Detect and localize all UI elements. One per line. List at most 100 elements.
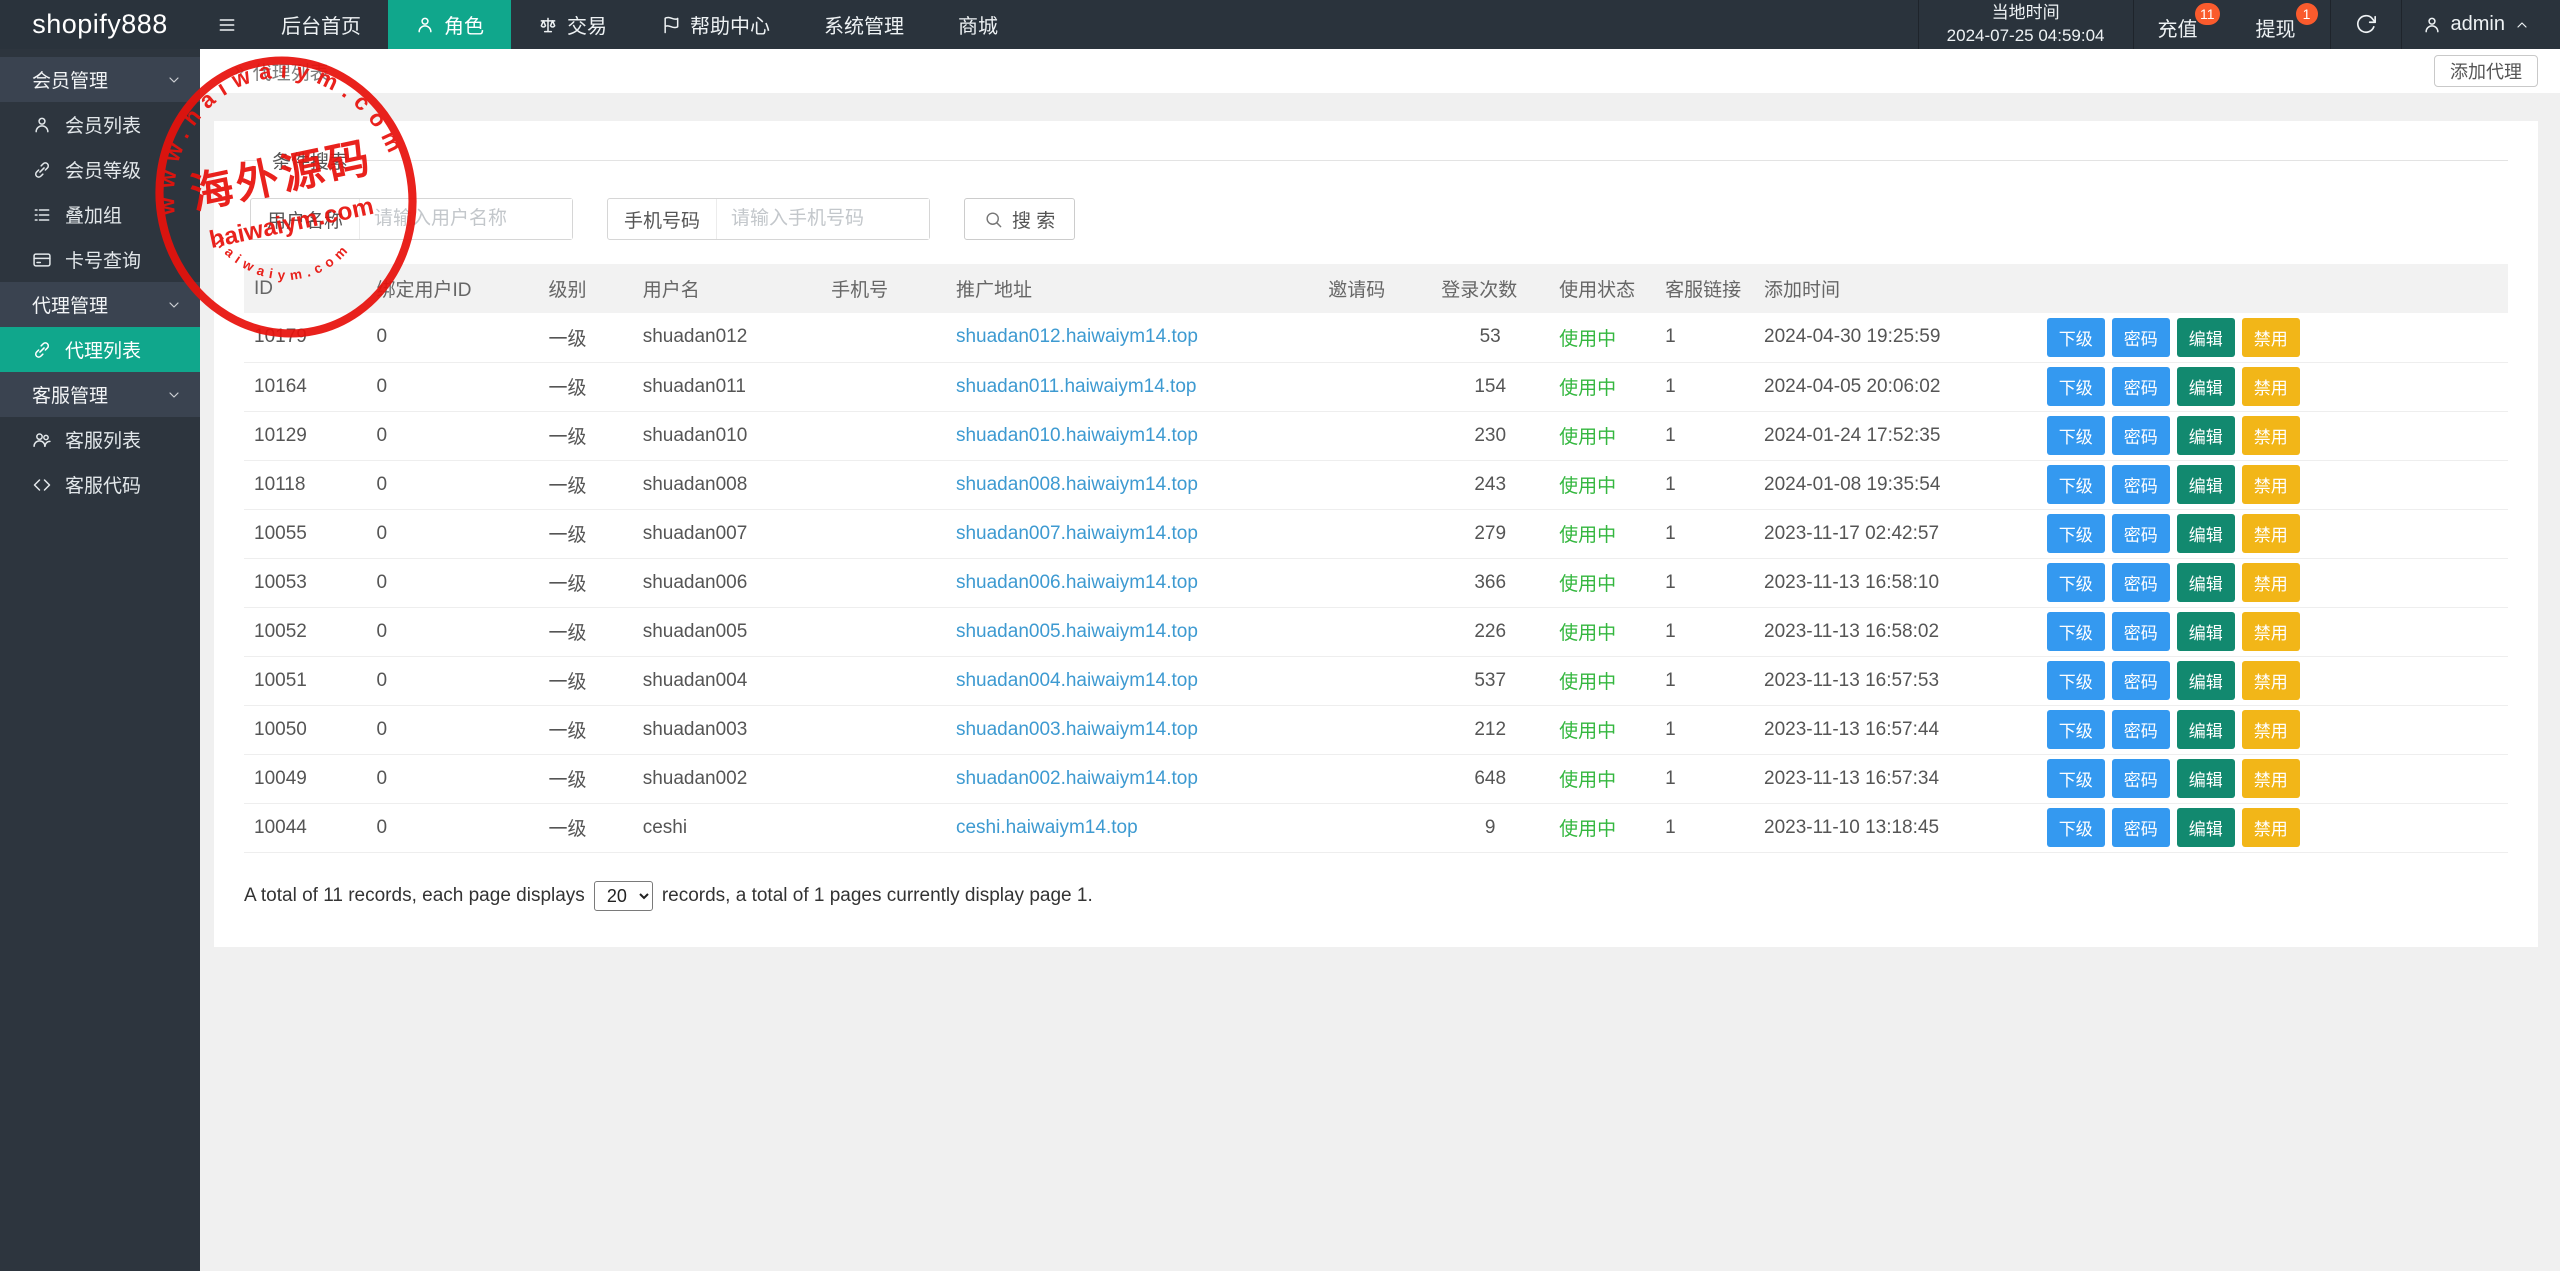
action-button-下级[interactable]: 下级: [2046, 514, 2105, 553]
username-input[interactable]: [360, 199, 573, 239]
recharge-button[interactable]: 充值 11: [2134, 0, 2232, 49]
cell-phone: [821, 509, 946, 559]
action-button-编辑[interactable]: 编辑: [2176, 808, 2235, 847]
sidebar-item-会员等级[interactable]: 会员等级: [0, 147, 200, 192]
action-button-禁用[interactable]: 禁用: [2241, 612, 2300, 651]
action-button-密码[interactable]: 密码: [2111, 514, 2170, 553]
action-button-密码[interactable]: 密码: [2111, 367, 2170, 406]
action-button-密码[interactable]: 密码: [2111, 808, 2170, 847]
sidebar-item-叠加组[interactable]: 叠加组: [0, 192, 200, 237]
action-button-下级[interactable]: 下级: [2046, 416, 2105, 455]
cell-service_link: 1: [1655, 313, 1755, 363]
action-button-编辑[interactable]: 编辑: [2176, 612, 2235, 651]
nav-item-交易[interactable]: 交易: [511, 0, 634, 49]
sidebar-item-客服代码[interactable]: 客服代码: [0, 462, 200, 507]
action-button-下级[interactable]: 下级: [2046, 367, 2105, 406]
sidebar-item-代理列表[interactable]: 代理列表: [0, 327, 200, 372]
action-button-密码[interactable]: 密码: [2111, 612, 2170, 651]
action-button-编辑[interactable]: 编辑: [2176, 563, 2235, 602]
promo-url-link[interactable]: shuadan012.haiwaiym14.top: [955, 326, 1198, 348]
action-button-编辑[interactable]: 编辑: [2176, 317, 2235, 357]
cell-promo_url: shuadan007.haiwaiym14.top: [945, 509, 1319, 559]
sidebar-section-会员管理[interactable]: 会员管理: [0, 57, 200, 102]
withdraw-button[interactable]: 提现 1: [2232, 0, 2330, 49]
add-agent-button[interactable]: 添加代理: [2434, 55, 2538, 87]
action-button-禁用[interactable]: 禁用: [2241, 416, 2300, 455]
action-button-禁用[interactable]: 禁用: [2241, 710, 2300, 749]
action-button-编辑[interactable]: 编辑: [2176, 416, 2235, 455]
status-text: 使用中: [1559, 427, 1617, 448]
action-button-编辑[interactable]: 编辑: [2176, 465, 2235, 504]
status-text: 使用中: [1559, 721, 1617, 742]
nav-item-角色[interactable]: 角色: [388, 0, 511, 49]
promo-url-link[interactable]: shuadan006.haiwaiym14.top: [955, 571, 1198, 593]
action-button-下级[interactable]: 下级: [2046, 808, 2105, 847]
action-button-编辑[interactable]: 编辑: [2176, 661, 2235, 700]
action-button-编辑[interactable]: 编辑: [2176, 710, 2235, 749]
action-button-禁用[interactable]: 禁用: [2241, 759, 2300, 798]
action-button-密码[interactable]: 密码: [2111, 416, 2170, 455]
action-button-下级[interactable]: 下级: [2046, 317, 2105, 357]
sidebar-item-卡号查询[interactable]: 卡号查询: [0, 237, 200, 282]
action-button-禁用[interactable]: 禁用: [2241, 563, 2300, 602]
action-button-密码[interactable]: 密码: [2111, 759, 2170, 798]
promo-url-link[interactable]: shuadan011.haiwaiym14.top: [955, 375, 1197, 397]
cell-bind_user_id: 0: [366, 460, 539, 510]
nav-item-帮助中心[interactable]: 帮助中心: [634, 0, 797, 49]
action-button-下级[interactable]: 下级: [2046, 612, 2105, 651]
action-button-下级[interactable]: 下级: [2046, 465, 2105, 504]
search-fieldset: 条件搜索 用户名称 手机号码 搜 索: [244, 147, 2508, 248]
cell-level: 一级: [538, 509, 633, 559]
status-text: 使用中: [1559, 525, 1617, 546]
promo-url-link[interactable]: shuadan005.haiwaiym14.top: [955, 620, 1198, 642]
action-button-禁用[interactable]: 禁用: [2241, 317, 2300, 357]
promo-url-link[interactable]: shuadan004.haiwaiym14.top: [955, 669, 1198, 691]
cell-promo_url: shuadan006.haiwaiym14.top: [945, 558, 1319, 608]
action-button-编辑[interactable]: 编辑: [2176, 759, 2235, 798]
chevron-down-icon: [166, 72, 182, 88]
cell-promo_url: shuadan012.haiwaiym14.top: [945, 313, 1319, 363]
status-text: 使用中: [1559, 623, 1617, 644]
action-button-禁用[interactable]: 禁用: [2241, 465, 2300, 504]
cell-login_count: 226: [1431, 607, 1550, 657]
sidebar-section-代理管理[interactable]: 代理管理: [0, 282, 200, 327]
promo-url-link[interactable]: shuadan003.haiwaiym14.top: [955, 718, 1198, 740]
nav-item-后台首页[interactable]: 后台首页: [254, 0, 388, 49]
promo-url-link[interactable]: shuadan007.haiwaiym14.top: [955, 522, 1198, 544]
cell-level: 一级: [538, 558, 633, 608]
nav-item-商城[interactable]: 商城: [931, 0, 1025, 49]
sidebar-section-客服管理[interactable]: 客服管理: [0, 372, 200, 417]
sidebar-item-客服列表[interactable]: 客服列表: [0, 417, 200, 462]
promo-url-link[interactable]: shuadan008.haiwaiym14.top: [955, 473, 1198, 495]
phone-input[interactable]: [717, 199, 930, 239]
action-button-密码[interactable]: 密码: [2111, 710, 2170, 749]
action-button-密码[interactable]: 密码: [2111, 465, 2170, 504]
action-button-下级[interactable]: 下级: [2046, 563, 2105, 602]
action-button-下级[interactable]: 下级: [2046, 710, 2105, 749]
action-button-编辑[interactable]: 编辑: [2176, 367, 2235, 406]
refresh-button[interactable]: [2329, 0, 2401, 49]
page-size-select[interactable]: 20: [593, 880, 653, 911]
nav-item-系统管理[interactable]: 系统管理: [797, 0, 931, 49]
action-button-禁用[interactable]: 禁用: [2241, 661, 2300, 700]
action-button-禁用[interactable]: 禁用: [2241, 808, 2300, 847]
admin-menu[interactable]: admin: [2400, 0, 2560, 49]
action-button-下级[interactable]: 下级: [2046, 759, 2105, 798]
action-button-密码[interactable]: 密码: [2111, 661, 2170, 700]
sidebar-toggle-button[interactable]: [200, 0, 254, 49]
search-button[interactable]: 搜 索: [964, 198, 1076, 240]
action-button-禁用[interactable]: 禁用: [2241, 514, 2300, 553]
action-button-密码[interactable]: 密码: [2111, 563, 2170, 602]
promo-url-link[interactable]: ceshi.haiwaiym14.top: [955, 816, 1138, 838]
cell-phone: [821, 754, 946, 804]
action-button-密码[interactable]: 密码: [2111, 317, 2170, 357]
sidebar-item-会员列表[interactable]: 会员列表: [0, 102, 200, 147]
cell-bind_user_id: 0: [366, 362, 539, 412]
action-button-编辑[interactable]: 编辑: [2176, 514, 2235, 553]
promo-url-link[interactable]: shuadan010.haiwaiym14.top: [955, 424, 1198, 446]
cell-bind_user_id: 0: [366, 656, 539, 706]
cell-username: shuadan008: [632, 460, 822, 510]
action-button-下级[interactable]: 下级: [2046, 661, 2105, 700]
promo-url-link[interactable]: shuadan002.haiwaiym14.top: [955, 767, 1198, 789]
action-button-禁用[interactable]: 禁用: [2241, 367, 2300, 406]
